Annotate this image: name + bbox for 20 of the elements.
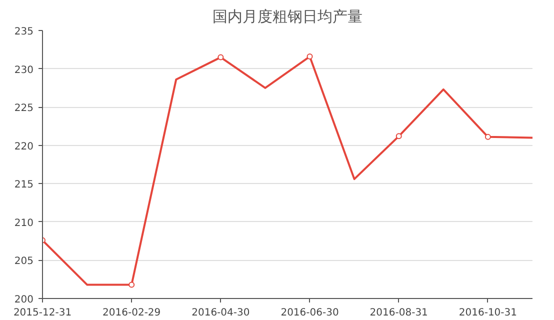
y-tick-label: 205 [14, 256, 34, 268]
x-tick-label: 2016-10-31 [458, 308, 518, 318]
point [128, 282, 135, 288]
x-tick-label: 2016-04-30 [192, 308, 250, 318]
y-tick-label: 230 [14, 64, 34, 76]
y-tick-label: 200 [14, 294, 34, 306]
x-tick-label: 2016-06-30 [280, 308, 339, 318]
point [484, 134, 491, 140]
y-tick-label: 215 [14, 180, 34, 191]
chart-title: 国内月度粗钢日均产量 [212, 8, 362, 26]
y-tick-label: 235 [14, 26, 34, 38]
point [396, 133, 402, 140]
y-tick-label: 225 [14, 103, 34, 114]
y-tick-label: 210 [14, 218, 34, 229]
x-tick-label: 2016-02-29 [102, 308, 161, 318]
x-tick-label: 2015-12-31 [13, 308, 72, 318]
y-tick-label: 220 [14, 141, 34, 152]
x-tick-label: 2016-08-31 [370, 308, 428, 318]
point [218, 54, 224, 60]
point [306, 54, 313, 60]
